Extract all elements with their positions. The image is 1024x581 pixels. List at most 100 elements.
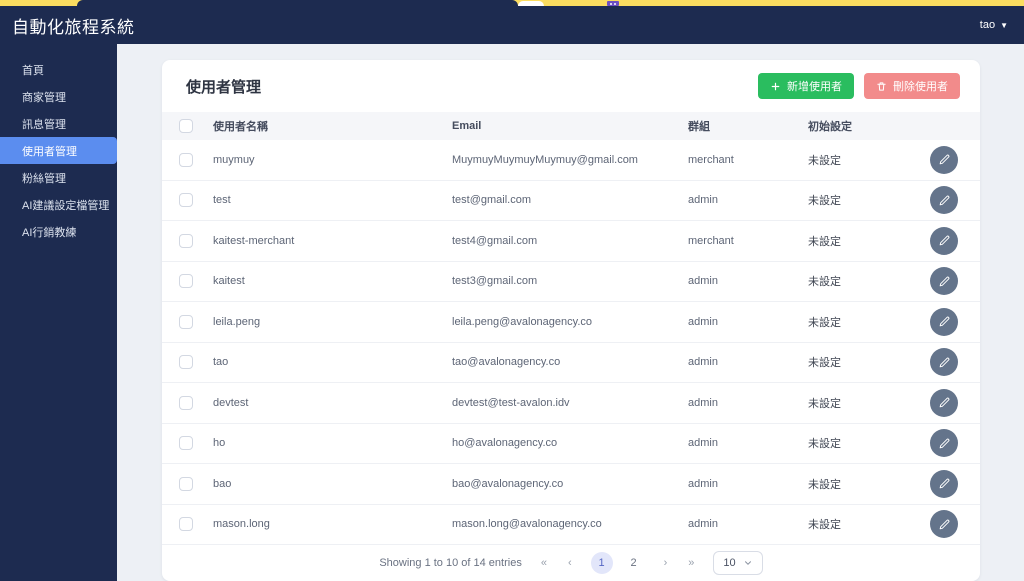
pencil-icon [939,154,949,165]
cell-email: devtest@test-avalon.idv [452,396,570,409]
topbar: 自動化旅程系統 tao ▼ [0,6,1024,44]
cell-username: devtest [213,396,249,409]
first-page-button[interactable]: « [540,557,547,569]
table-row: devtest devtest@test-avalon.idv admin 未設… [162,383,980,424]
sidebar-item-3[interactable]: 使用者管理 [0,137,117,164]
page-number-2[interactable]: 2 [630,557,637,569]
pencil-icon [939,276,949,287]
last-page-button[interactable]: » [688,557,695,569]
pencil-icon [939,397,949,408]
pencil-icon [939,195,949,206]
edit-user-button[interactable] [930,307,958,336]
table-footer: Showing 1 to 10 of 14 entries « ‹ 1 2 › »… [162,545,980,581]
table-row: tao tao@avalonagency.co admin 未設定 [162,343,980,383]
table-body: muymuy MuymuyMuymuyMuymuy@gmail.com merc… [162,140,980,545]
edit-user-button[interactable] [930,429,958,458]
pencil-icon [939,438,949,449]
cell-initial-setting: 未設定 [808,397,841,410]
edit-user-button[interactable] [930,145,958,174]
user-menu[interactable]: tao ▼ [980,19,1008,31]
cell-group: admin [688,477,718,490]
cell-email: leila.peng@avalonagency.co [452,315,593,328]
cell-initial-setting: 未設定 [808,235,841,248]
row-checkbox[interactable] [179,314,193,329]
edit-user-button[interactable] [930,388,958,417]
column-header-username: 使用者名稱 [213,121,268,133]
page-number-1[interactable]: 1 [590,552,613,574]
edit-user-button[interactable] [930,510,958,539]
table-row: test test@gmail.com admin 未設定 [162,181,980,221]
cell-initial-setting: 未設定 [808,357,841,370]
add-user-button[interactable]: 新增使用者 [758,73,854,99]
row-checkbox[interactable] [179,476,193,491]
table-row: mason.long mason.long@avalonagency.co ad… [162,505,980,545]
sidebar-item-0[interactable]: 首頁 [22,64,44,77]
browser-extension-badge[interactable] [607,1,619,6]
prev-page-button[interactable]: ‹ [567,557,572,569]
row-checkbox[interactable] [179,233,193,248]
cell-initial-setting: 未設定 [808,195,841,208]
cell-username: leila.peng [213,315,261,328]
sidebar-item-2[interactable]: 訊息管理 [22,118,66,131]
table-row: ho ho@avalonagency.co admin 未設定 [162,424,980,464]
chevron-down-icon: ▼ [1000,20,1008,30]
cell-initial-setting: 未設定 [808,438,841,451]
pencil-icon [939,357,949,368]
cell-username: kaitest [213,275,245,288]
edit-user-button[interactable] [930,469,958,498]
cell-group: admin [688,396,718,409]
browser-active-tab[interactable] [77,0,518,6]
pencil-icon [939,478,949,489]
edit-user-button[interactable] [930,267,958,296]
page-size-select[interactable]: 10 [713,551,763,575]
cell-email: bao@avalonagency.co [452,477,564,490]
cell-initial-setting: 未設定 [808,316,841,329]
delete-user-button[interactable]: 刪除使用者 [864,73,960,99]
row-checkbox[interactable] [179,395,193,410]
next-page-button[interactable]: › [663,557,668,569]
sidebar-item-5[interactable]: AI建議設定檔管理 [22,199,110,212]
cell-email: test@gmail.com [452,194,532,207]
sidebar-item-1[interactable]: 商家管理 [22,91,66,104]
cell-username: tao [213,356,229,369]
cell-username: test [213,194,231,207]
select-all-checkbox[interactable] [179,119,193,133]
cell-email: test3@gmail.com [452,275,538,288]
sidebar: 首頁商家管理訊息管理使用者管理粉絲管理 AI建議設定檔管理 AI行銷教練 [0,44,117,581]
row-checkbox[interactable] [179,517,193,532]
row-checkbox[interactable] [179,193,193,208]
cell-group: merchant [688,234,734,247]
cell-username: muymuy [213,153,255,166]
edit-user-button[interactable] [930,226,958,255]
row-checkbox[interactable] [179,436,193,451]
edit-user-button[interactable] [930,186,958,215]
cell-group: admin [688,518,718,531]
entries-summary: Showing 1 to 10 of 14 entries [379,557,522,569]
cell-email: MuymuyMuymuyMuymuy@gmail.com [452,153,638,166]
cell-group: admin [688,194,718,207]
cell-group: admin [688,437,718,450]
cell-initial-setting: 未設定 [808,276,841,289]
sidebar-item-4[interactable]: 粉絲管理 [22,172,66,185]
trash-icon [877,81,886,91]
sidebar-item-6[interactable]: AI行銷教練 [22,226,77,239]
cell-initial-setting: 未設定 [808,519,841,532]
edit-user-button[interactable] [930,348,958,377]
row-checkbox[interactable] [179,355,193,370]
main-content: 使用者管理 新增使用者 刪除使用者 使用者名稱 Email 群組 [117,44,1024,581]
row-checkbox[interactable] [179,274,193,289]
table-row: kaitest test3@gmail.com admin 未設定 [162,262,980,302]
plus-icon [771,82,780,90]
column-header-group: 群組 [688,121,710,133]
page-title: 使用者管理 [186,78,262,96]
row-checkbox[interactable] [179,152,193,167]
cell-email: tao@avalonagency.co [452,356,561,369]
cell-username: ho [213,437,226,450]
table-header: 使用者名稱 Email 群組 初始設定 [162,112,980,140]
column-header-email: Email [452,120,482,132]
table-row: leila.peng leila.peng@avalonagency.co ad… [162,302,980,343]
table-row: kaitest-merchant test4@gmail.com merchan… [162,221,980,262]
cell-group: admin [688,356,718,369]
app-title: 自動化旅程系統 [12,17,135,37]
cell-initial-setting: 未設定 [808,478,841,491]
